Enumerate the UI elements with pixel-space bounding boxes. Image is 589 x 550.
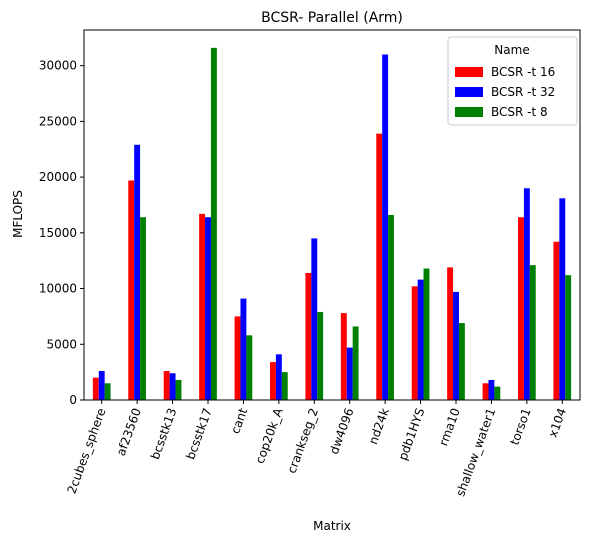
bar-shallow_water1-BCSRt32: [488, 379, 495, 400]
y-tick-label: 5000: [46, 337, 77, 351]
bar-x104-BCSRt32: [559, 198, 566, 400]
bar-dw4096-BCSRt8: [352, 326, 359, 400]
legend-label-0: BCSR -t 16: [491, 65, 555, 79]
bar-torso1-BCSRt16: [518, 217, 524, 400]
y-tick-label: 25000: [39, 114, 77, 128]
chart-title: BCSR- Parallel (Arm): [261, 10, 403, 26]
bar-dw4096-BCSRt32: [346, 347, 353, 400]
bar-cant-BCSRt16: [234, 316, 241, 400]
bar-crankseg_2-BCSRt8: [317, 311, 324, 400]
y-tick-label: 0: [69, 393, 77, 407]
x-tick-label-bcsstk17: bcsstk17: [183, 406, 215, 461]
legend-label-2: BCSR -t 8: [491, 105, 548, 119]
legend-swatch-0: [455, 67, 483, 77]
y-tick-label: 10000: [39, 282, 77, 296]
bar-bcsstk13-BCSRt32: [169, 373, 176, 400]
x-tick-label-shallow_water1: shallow_water1: [453, 406, 498, 498]
bar-bcsstk13-BCSRt16: [163, 371, 170, 400]
bar-x104-BCSRt16: [553, 241, 560, 400]
bar-bcsstk17-BCSRt8: [210, 47, 217, 400]
x-tick-label-af23560: af23560: [114, 406, 144, 458]
bar-2cubes_sphere-BCSRt16: [92, 377, 99, 400]
bar-pdb1HYS-BCSRt8: [423, 268, 430, 400]
x-tick-label-nd24k: nd24k: [366, 406, 392, 446]
legend: Name BCSR -t 16 BCSR -t 32 BCSR -t 8: [447, 36, 578, 126]
bar-af23560-BCSRt32: [134, 144, 141, 400]
bar-shallow_water1-BCSRt8: [494, 386, 501, 400]
y-tick-label: 15000: [39, 226, 77, 240]
bar-dw4096-BCSRt16: [340, 313, 347, 400]
x-tick-label-cant: cant: [228, 406, 250, 436]
bar-rma10-BCSRt8: [458, 323, 465, 400]
plot-frame: [83, 29, 581, 401]
bars-group: [92, 47, 572, 401]
bar-af23560-BCSRt16: [128, 180, 135, 400]
bar-cop20k_A-BCSRt8: [281, 372, 288, 400]
bar-cant-BCSRt8: [246, 335, 253, 400]
bar-shallow_water1-BCSRt16: [482, 383, 489, 400]
bar-x104-BCSRt8: [565, 275, 572, 400]
y-tick-label: 20000: [39, 170, 77, 184]
bar-pdb1HYS-BCSRt32: [417, 279, 424, 400]
bar-torso1-BCSRt8: [529, 265, 536, 400]
bar-cop20k_A-BCSRt16: [270, 362, 276, 400]
bar-crankseg_2-BCSRt16: [305, 272, 312, 400]
bar-rma10-BCSRt16: [447, 267, 454, 400]
x-tick-label-torso1: torso1: [507, 406, 533, 447]
legend-frame: [447, 36, 578, 126]
bar-bcsstk17-BCSRt32: [205, 217, 211, 400]
legend-swatch-2: [455, 107, 483, 117]
bar-cant-BCSRt32: [240, 298, 247, 400]
bar-bcsstk13-BCSRt8: [175, 379, 182, 400]
x-tick-label-dw4096: dw4096: [327, 406, 357, 456]
bar-cop20k_A-BCSRt32: [275, 354, 282, 400]
legend-label-1: BCSR -t 32: [491, 85, 555, 99]
x-tick-label-bcsstk13: bcsstk13: [148, 406, 180, 461]
bar-2cubes_sphere-BCSRt32: [98, 371, 105, 400]
bar-nd24k-BCSRt32: [382, 54, 389, 401]
x-tick-label-pdb1HYS: pdb1HYS: [396, 406, 428, 462]
bar-nd24k-BCSRt16: [376, 133, 383, 400]
bar-pdb1HYS-BCSRt16: [411, 286, 418, 400]
x-tick-label-cop20k_A: cop20k_A: [253, 405, 286, 465]
legend-swatch-1: [455, 87, 483, 97]
bar-bcsstk17-BCSRt16: [199, 213, 206, 400]
bar-rma10-BCSRt32: [453, 291, 459, 400]
bar-torso1-BCSRt32: [523, 188, 530, 400]
bar-nd24k-BCSRt8: [388, 215, 394, 400]
bar-crankseg_2-BCSRt32: [311, 238, 318, 400]
x-tick-label-2cubes_sphere: 2cubes_sphere: [65, 406, 109, 495]
x-tick-label-crankseg_2: crankseg_2: [285, 406, 322, 475]
x-tick-label-rma10: rma10: [436, 406, 463, 447]
y-axis-title: MFLOPS: [11, 190, 25, 238]
bar-af23560-BCSRt8: [140, 217, 146, 400]
x-tick-label-x104: x104: [546, 406, 569, 439]
y-tick-label: 30000: [39, 59, 77, 73]
x-axis-title: Matrix: [313, 519, 351, 533]
bar-2cubes_sphere-BCSRt8: [104, 383, 111, 400]
legend-title: Name: [494, 43, 529, 57]
